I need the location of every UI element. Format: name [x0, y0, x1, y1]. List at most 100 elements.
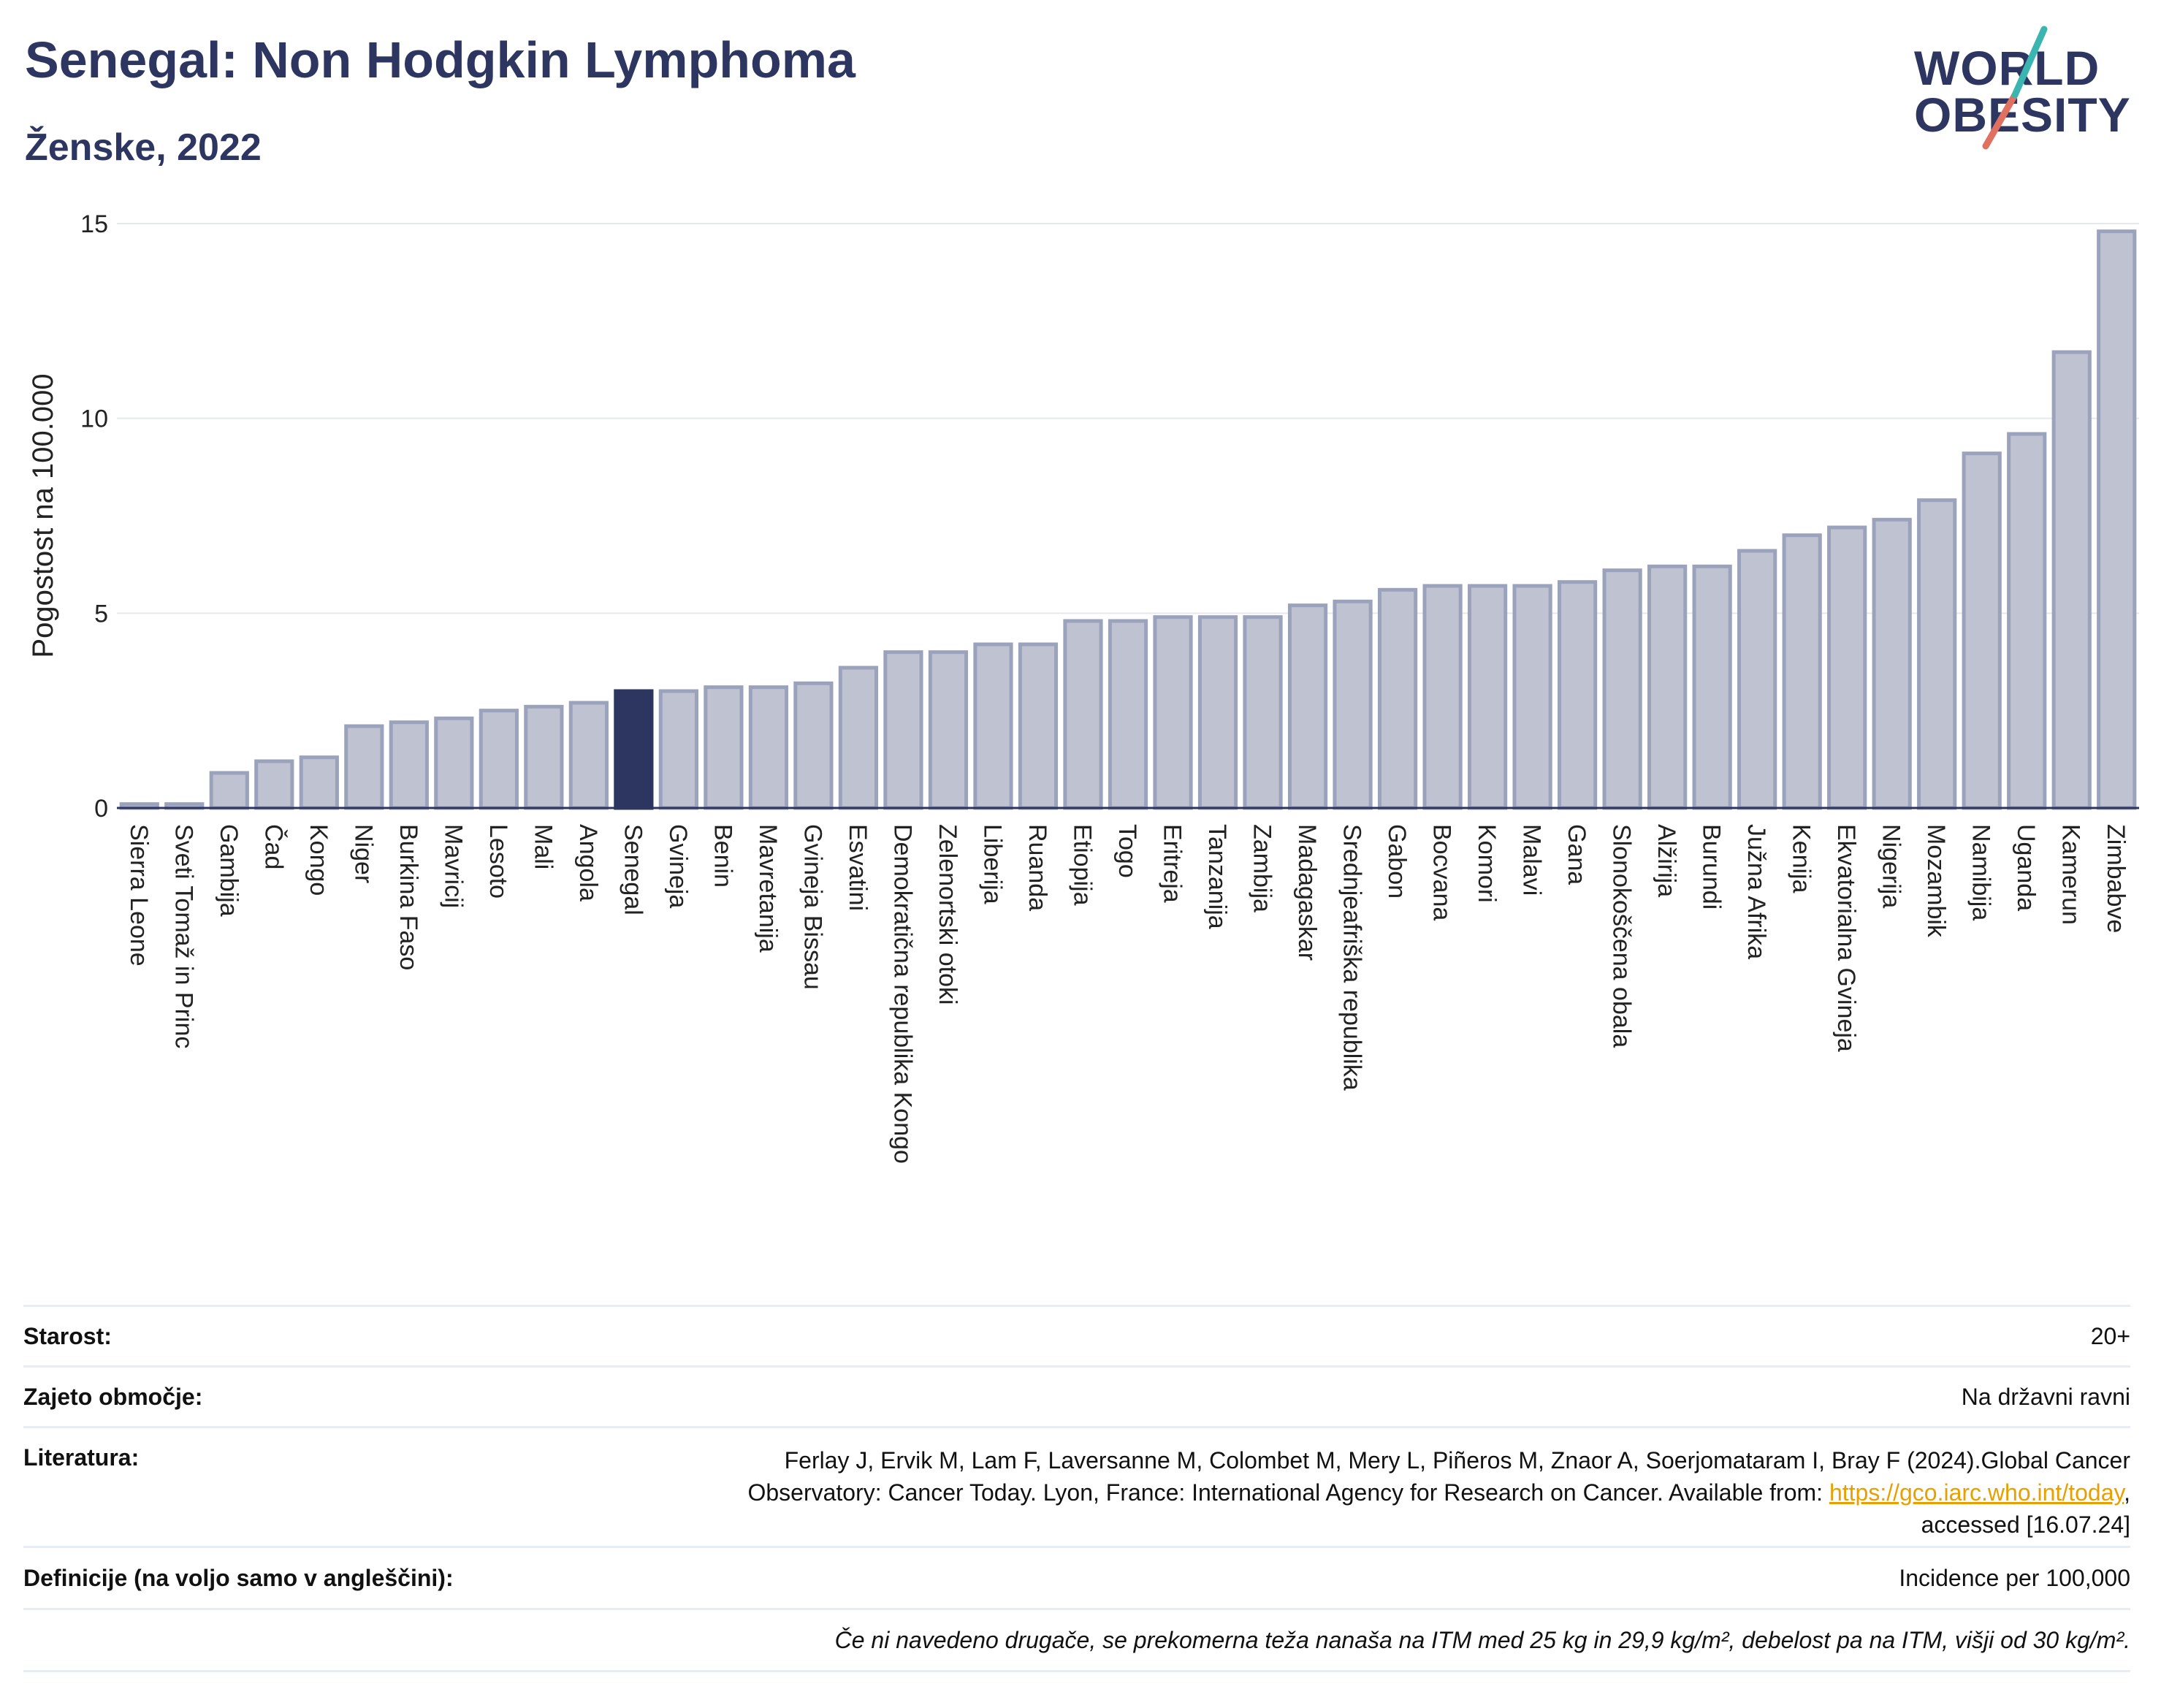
literature-line-3: accessed [16.07.24] [1921, 1511, 2130, 1538]
bar [973, 642, 1013, 810]
bar [704, 685, 744, 810]
x-tick-label: Demokratična republika Kongo [888, 824, 916, 1164]
bar [524, 704, 564, 810]
info-row-literature: Literatura: Ferlay J, Ervik M, Lam F, La… [23, 1426, 2130, 1546]
literature-label: Literatura: [23, 1444, 140, 1471]
literature-link[interactable]: https://gco.iarc.who.int/today [1829, 1479, 2124, 1506]
x-tick-label: Madagaskar [1293, 824, 1321, 961]
x-tick-label: Kamerun [2057, 824, 2085, 925]
logo-line-2: OBESITY [1914, 88, 2131, 142]
bar [568, 701, 609, 810]
x-tick-label: Čad [259, 824, 287, 869]
x-tick-label: Mali [529, 824, 557, 869]
bar [2051, 350, 2092, 810]
bar [1512, 584, 1552, 810]
definitions-value: Incidence per 100,000 [1899, 1565, 2130, 1591]
bar [1962, 451, 2002, 810]
bar [883, 650, 923, 810]
bar [658, 689, 698, 810]
x-tick-label: Alžirija [1653, 824, 1680, 897]
x-tick-label: Sierra Leone [125, 824, 153, 967]
bar [1108, 619, 1148, 810]
bar [1467, 584, 1508, 810]
x-tick-label: Gambija [215, 824, 243, 917]
bar [748, 685, 789, 810]
x-tick-label: Uganda [2012, 824, 2040, 911]
x-tick-label: Gabon [1383, 824, 1411, 899]
x-tick-label: Malavi [1518, 824, 1546, 896]
bar [1692, 564, 1732, 810]
info-row-age: Starost: 20+ [23, 1305, 2130, 1365]
bar [1377, 587, 1418, 810]
bar [254, 759, 294, 810]
x-tick-label: Zelenortski otoki [934, 824, 961, 1005]
bar [1737, 549, 1777, 810]
bar [1018, 642, 1059, 810]
x-tick-label: Burundi [1698, 824, 1726, 910]
x-tick-label: Ekvatorialna Gvineja [1832, 824, 1860, 1052]
bar [1647, 564, 1688, 810]
bar [1063, 619, 1103, 810]
y-tick-label: 5 [94, 600, 108, 628]
x-tick-label: Etiopija [1068, 824, 1096, 906]
x-tick-label: Gvineja Bissau [799, 824, 826, 990]
x-tick-label: Srednjeafriška republika [1338, 824, 1366, 1091]
x-tick-label: Liberija [978, 824, 1006, 904]
x-tick-label: Zambija [1249, 824, 1276, 912]
x-tick-label: Burkina Faso [395, 824, 422, 970]
literature-line-2: Observatory: Cancer Today. Lyon, France:… [747, 1479, 1829, 1506]
y-axis-label: Pogostost na 100.000 [27, 373, 59, 657]
x-tick-label: Nigerija [1878, 824, 1905, 908]
bar [1782, 533, 1822, 810]
bar [1287, 603, 1328, 810]
info-row-note: Če ni navedeno drugače, se prekomerna te… [23, 1608, 2130, 1672]
x-tick-label: Gvineja [664, 824, 692, 908]
x-tick-label: Namibija [1967, 824, 1995, 920]
info-table: Starost: 20+ Zajeto območje: Na državni … [23, 1305, 2130, 1672]
x-tick-label: Esvatini [844, 824, 872, 911]
age-label: Starost: [23, 1322, 112, 1349]
x-tick-label: Zimbabve [2102, 824, 2130, 933]
x-tick-label: Mavricij [439, 824, 467, 908]
bar [344, 724, 384, 810]
x-tick-label: Kongo [305, 824, 332, 896]
x-tick-label: Sveti Tomaž in Princ [169, 824, 197, 1048]
coverage-label: Zajeto območje: [23, 1383, 203, 1410]
definitions-label: Definicije (na voljo samo v angleščini): [23, 1564, 454, 1591]
x-tick-label: Tanzanija [1203, 824, 1231, 929]
bar [479, 709, 519, 810]
x-tick-label: Mavretanija [754, 824, 782, 953]
x-tick-label: Togo [1113, 824, 1141, 878]
x-tick-label: Niger [349, 824, 377, 883]
x-tick-label: Lesoto [484, 824, 512, 899]
bar [1558, 580, 1598, 810]
age-value: 20+ [2090, 1323, 2130, 1349]
bar [1602, 568, 1642, 810]
x-tick-label: Slonokoščena obala [1608, 824, 1636, 1048]
x-tick-label: Kenija [1788, 824, 1815, 893]
x-tick-label: Gana [1563, 824, 1590, 885]
bar [1872, 517, 1912, 810]
info-row-coverage: Zajeto območje: Na državni ravni [23, 1365, 2130, 1426]
bar [209, 771, 249, 810]
info-row-definitions: Definicije (na voljo samo v angleščini):… [23, 1546, 2130, 1608]
x-tick-label: Komori [1473, 824, 1501, 903]
bar [1197, 615, 1238, 810]
world-obesity-logo: WORLD OBESITY [1899, 22, 2148, 161]
coverage-value: Na državni ravni [1961, 1384, 2130, 1410]
x-tick-label: Južna Afrika [1742, 824, 1770, 959]
bar [2097, 229, 2137, 810]
obesity-note: Če ni navedeno drugače, se prekomerna te… [834, 1626, 2130, 1653]
bar [389, 720, 429, 810]
literature-comma: , [2124, 1479, 2130, 1506]
y-tick-label: 0 [94, 795, 108, 823]
bar [1917, 498, 1957, 810]
bar-chart: 0 5 10 15 Pogostost na 100.000 Sierra Leone Sv… [27, 210, 2139, 1164]
bar [1243, 615, 1283, 810]
bar [2007, 432, 2047, 810]
page-subtitle: Ženske, 2022 [25, 126, 262, 169]
bar [1422, 584, 1463, 810]
bar [1827, 525, 1867, 810]
logo-slash-icon [1982, 26, 2048, 150]
bar [1153, 615, 1193, 810]
